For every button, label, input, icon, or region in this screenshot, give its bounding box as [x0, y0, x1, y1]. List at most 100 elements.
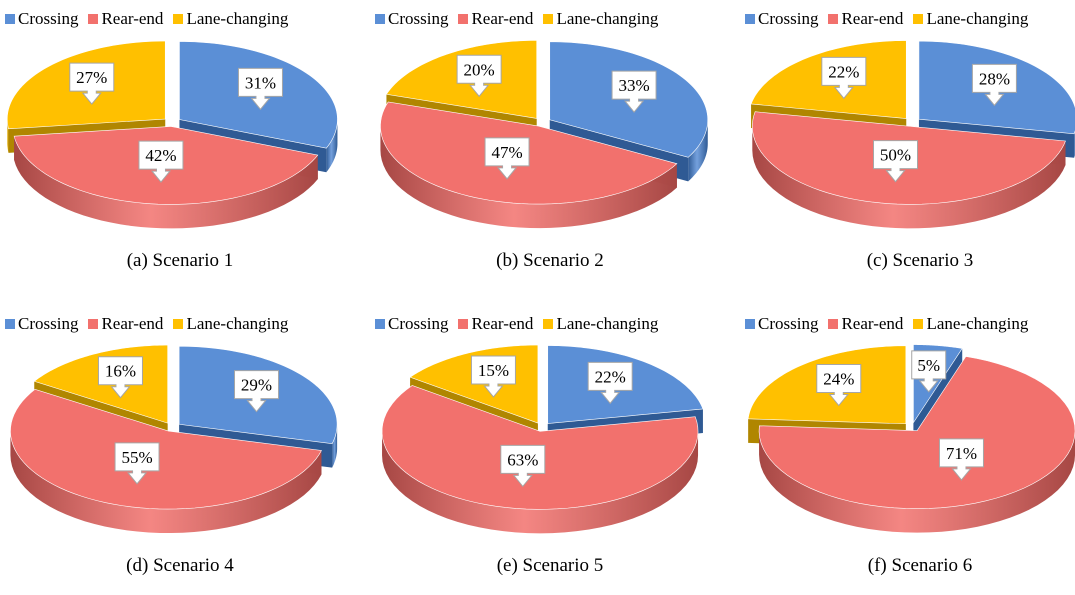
data-label: 55%: [121, 448, 152, 467]
pie-slice-side: [752, 126, 1066, 229]
data-label: 24%: [823, 370, 854, 389]
legend-item: Rear-end: [88, 314, 163, 334]
legend-swatch: [173, 319, 184, 329]
chart-legend: Crossing Rear-end Lane-changing: [375, 313, 725, 335]
pie-chart: 22% 63% 15%: [381, 344, 704, 534]
legend-swatch: [828, 14, 839, 24]
chart-caption: (c) Scenario 3: [866, 250, 974, 271]
data-label-callout: [484, 137, 530, 180]
legend-swatch: [543, 319, 554, 329]
legend-swatch: [543, 14, 554, 24]
pie-slice-side: [10, 431, 322, 534]
data-label: 71%: [946, 444, 977, 463]
legend-swatch: [458, 319, 469, 329]
legend-swatch: [458, 14, 469, 24]
legend-item: Crossing: [745, 9, 818, 29]
legend-item: Lane-changing: [913, 9, 1028, 29]
data-label-callout: [500, 444, 546, 488]
legend-swatch: [88, 319, 99, 329]
legend-item: Crossing: [375, 9, 448, 29]
pie-slice: [758, 356, 1075, 509]
legend-item: Lane-changing: [543, 9, 658, 29]
chart-caption: (f) Scenario 6: [867, 555, 973, 576]
pie-slice-side: [7, 119, 9, 153]
legend-item: Rear-end: [458, 9, 533, 29]
legend-item: Lane-changing: [913, 314, 1028, 334]
legend-swatch: [173, 14, 184, 24]
legend-label: Crossing: [758, 314, 819, 333]
pie-slice-side: [382, 431, 699, 534]
pie-slice-side: [688, 119, 708, 182]
data-label: 22%: [828, 62, 859, 81]
pie-slice-side: [326, 119, 338, 173]
legend-item: Rear-end: [828, 314, 903, 334]
legend-swatch: [375, 14, 385, 24]
data-label-callout: [470, 355, 516, 398]
data-label: 47%: [491, 143, 522, 162]
chart-panel: Crossing Rear-end Lane-changing 29% 55% 16% (d…: [5, 305, 355, 595]
chart-panel: Crossing Rear-end Lane-changing 31% 42% 27% (a…: [5, 0, 355, 290]
data-label-callout: [873, 140, 919, 183]
data-label: 27%: [76, 68, 107, 87]
pie-chart: 31% 42% 27%: [6, 40, 338, 229]
data-label-callout: [816, 364, 862, 407]
data-label-callout: [611, 70, 657, 113]
legend-label: Lane-changing: [186, 314, 289, 333]
legend-item: Crossing: [5, 314, 78, 334]
data-label-callout: [114, 442, 160, 485]
pie-chart: 28% 50% 22%: [750, 40, 1075, 229]
data-label-callout: [237, 67, 283, 111]
legend-swatch: [88, 14, 99, 24]
legend-swatch: [5, 319, 15, 329]
legend-swatch: [375, 319, 385, 329]
pie-chart: 29% 55% 16%: [10, 344, 338, 534]
data-label-callout: [69, 62, 115, 105]
data-label: 5%: [917, 356, 940, 375]
pie-slice: [10, 388, 322, 510]
chart-legend: Crossing Rear-end Lane-changing: [5, 313, 355, 335]
legend-label: Lane-changing: [926, 314, 1029, 333]
data-label: 63%: [507, 450, 538, 469]
chart-caption: (b) Scenario 2: [496, 250, 604, 271]
data-label: 50%: [880, 146, 911, 165]
legend-label: Rear-end: [471, 314, 534, 333]
data-label: 28%: [979, 69, 1010, 88]
chart-caption: (d) Scenario 4: [126, 555, 234, 576]
pie-slice-side: [759, 430, 1075, 533]
data-label-callout: [97, 356, 143, 399]
chart-panel: Crossing Rear-end Lane-changing 33% 47% 20% (b…: [375, 0, 725, 290]
chart-legend: Crossing Rear-end Lane-changing: [375, 8, 725, 30]
chart-panel: Crossing Rear-end Lane-changing 22% 63% 15% (e…: [375, 305, 725, 595]
legend-item: Lane-changing: [173, 314, 288, 334]
data-label: 31%: [245, 73, 276, 92]
data-label-callout: [456, 54, 502, 98]
legend-item: Rear-end: [458, 314, 533, 334]
data-label-callout: [971, 63, 1017, 107]
legend-swatch: [5, 14, 15, 24]
chart-panel: Crossing Rear-end Lane-changing 28% 50% 22% (c…: [745, 0, 1075, 290]
legend-label: Lane-changing: [556, 9, 659, 28]
legend-label: Lane-changing: [926, 9, 1029, 28]
legend-label: Lane-changing: [186, 9, 289, 28]
legend-label: Crossing: [388, 9, 449, 28]
data-label: 22%: [595, 367, 626, 386]
legend-label: Rear-end: [471, 9, 534, 28]
legend-item: Crossing: [745, 314, 818, 334]
legend-label: Lane-changing: [556, 314, 659, 333]
chart-panel: Crossing Rear-end Lane-changing 5% 71% 24% (f)…: [745, 305, 1075, 595]
legend-label: Rear-end: [841, 9, 904, 28]
data-label-callout: [234, 370, 280, 413]
data-label: 15%: [478, 361, 509, 380]
pie-chart: 5% 71% 24%: [747, 344, 1075, 533]
data-label: 33%: [618, 76, 649, 95]
legend-item: Lane-changing: [173, 9, 288, 29]
legend-label: Rear-end: [101, 9, 164, 28]
legend-swatch: [828, 319, 839, 329]
legend-item: Rear-end: [828, 9, 903, 29]
data-label: 16%: [105, 362, 136, 381]
chart-legend: Crossing Rear-end Lane-changing: [745, 8, 1075, 30]
data-label-callout: [938, 438, 984, 481]
data-label: 29%: [241, 376, 272, 395]
data-label-callout: [911, 350, 947, 393]
legend-item: Lane-changing: [543, 314, 658, 334]
